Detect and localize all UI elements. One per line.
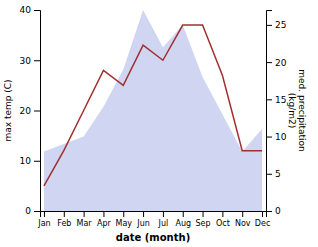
tick-label: Nov (235, 219, 251, 228)
tick-label: 0 (25, 206, 31, 216)
tick-mark (34, 161, 40, 162)
marks (44, 10, 262, 211)
tick-label: May (115, 219, 132, 228)
tick: 20 (20, 106, 40, 116)
tick: May (115, 211, 132, 228)
tick-mark (44, 211, 45, 217)
tick: Jul (158, 211, 169, 228)
tick: 25 (266, 20, 286, 30)
title-line: (kg/m2) (287, 93, 297, 128)
tick: 0 (266, 206, 281, 216)
tick-label: 20 (20, 106, 32, 116)
tick: 10 (266, 132, 287, 142)
tick: Apr (97, 211, 112, 228)
tick-mark (163, 211, 164, 217)
tick-mark (84, 211, 85, 217)
tick-label: 10 (275, 132, 287, 142)
tick-mark (266, 99, 272, 100)
tick: Jan (37, 211, 50, 228)
tick-label: Sep (196, 219, 211, 228)
tick-label: 10 (20, 156, 32, 166)
tick-label: Jul (158, 219, 169, 228)
tick-label: Feb (57, 219, 71, 228)
y2-axis-title: med. precipitation(kg/m2) (287, 69, 307, 151)
tick-label: Jan (37, 219, 50, 228)
tick-label: Mar (77, 219, 93, 228)
tick-label: 15 (275, 95, 286, 105)
tick-mark (103, 211, 104, 217)
tick-mark (266, 174, 272, 175)
tick: Sep (196, 211, 211, 228)
tick-mark (222, 211, 223, 217)
tick-mark (266, 25, 272, 26)
tick: 15 (266, 95, 286, 105)
chart: Jan Feb Mar AprMay Jun Jul Aug Sep Oct Nov Dec 0 10 2… (0, 0, 318, 247)
tick-label: Jun (136, 219, 150, 228)
tick-mark (266, 211, 272, 212)
plot: Jan Feb Mar AprMay Jun Jul Aug Sep Oct Nov Dec 0 10 2… (20, 5, 287, 227)
tick-mark (123, 211, 124, 217)
tick-mark (34, 60, 40, 61)
tick-mark (266, 62, 272, 63)
tick: 0 (25, 206, 40, 216)
tick-label: 5 (275, 169, 281, 179)
tick: Aug (175, 211, 191, 228)
tick: Dec (255, 211, 270, 228)
tick-mark (242, 211, 243, 217)
tick-mark (64, 211, 65, 217)
tick: 20 (266, 57, 287, 67)
x-axis-title: date (month) (116, 232, 190, 243)
tick-label: 30 (20, 56, 32, 66)
tick-label: Dec (255, 219, 270, 228)
tick-mark (34, 10, 40, 11)
x-axis: Jan Feb Mar AprMay Jun Jul Aug Sep Oct Nov Dec (37, 211, 270, 228)
tick-label: Oct (216, 219, 230, 228)
tick-mark (262, 211, 263, 217)
tick: Mar (77, 211, 93, 228)
tick-mark (34, 211, 40, 212)
axis-line (267, 11, 273, 212)
axis-line (34, 11, 41, 212)
tick-label: 40 (20, 5, 32, 15)
line (44, 25, 262, 186)
tick: 40 (20, 5, 40, 15)
tick: 5 (266, 169, 281, 179)
tick-label: 0 (275, 206, 281, 216)
tick-mark (143, 211, 144, 217)
tick-label: 20 (275, 57, 287, 67)
tick: Oct (216, 211, 230, 228)
title-line: med. precipitation (297, 69, 307, 151)
tick-label: Apr (97, 219, 112, 228)
y-axis-title: max temp (C) (3, 79, 13, 141)
tick: Jun (136, 211, 150, 228)
tick-label: Aug (175, 219, 191, 228)
axis-line (41, 212, 267, 218)
tick-label: 25 (275, 20, 286, 30)
tick-mark (34, 111, 40, 112)
tick-mark (266, 137, 272, 138)
y-axis: 0 10 20 30 40 (20, 5, 41, 216)
tick-mark (203, 211, 204, 217)
y2-axis: 0 5 10 15 20 25 (266, 11, 287, 217)
tick: 10 (20, 156, 40, 166)
tick: Nov (235, 211, 251, 228)
tick: 30 (20, 56, 40, 66)
tick: Feb (57, 211, 71, 228)
tick-mark (183, 211, 184, 217)
area (44, 10, 262, 211)
